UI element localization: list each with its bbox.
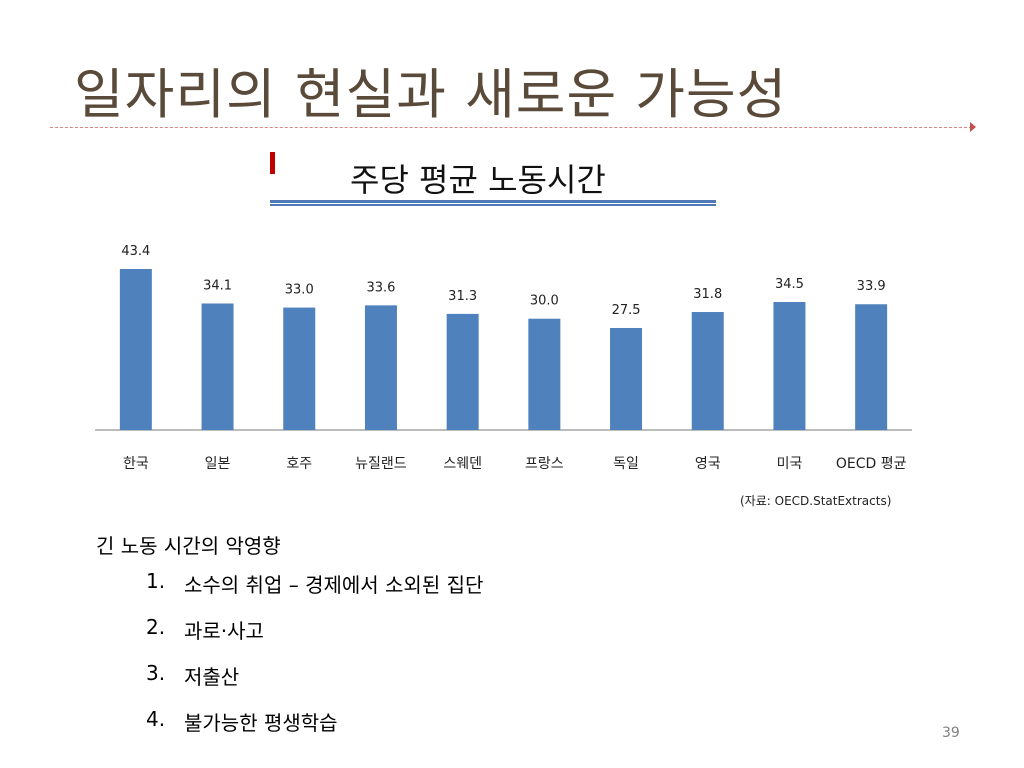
- bar: [610, 327, 643, 430]
- bar: [528, 318, 561, 430]
- list-item: 1. 소수의 취업 – 경제에서 소외된 집단: [96, 569, 483, 615]
- list-item-number: 1.: [146, 569, 166, 593]
- data-label: 34.5: [775, 277, 804, 292]
- x-tick-label: 호주: [286, 456, 312, 472]
- list-item-text: 과로·사고: [184, 619, 264, 643]
- data-label: 33.6: [366, 280, 395, 295]
- list-item-text: 저출산: [184, 665, 240, 689]
- x-tick-label: 프랑스: [525, 456, 564, 472]
- x-tick-label: 한국: [123, 456, 149, 472]
- bar: [446, 313, 479, 430]
- x-tick-label: OECD 평균: [836, 456, 907, 472]
- data-label: 30.0: [530, 294, 559, 309]
- x-tick-label: 스웨덴: [443, 456, 482, 472]
- bar: [283, 307, 316, 430]
- title-divider: [50, 127, 972, 128]
- chart-source: (자료: OECD.StatExtracts): [740, 494, 892, 508]
- list-item-text: 소수의 취업 – 경제에서 소외된 집단: [184, 573, 484, 597]
- x-tick-label: 독일: [613, 456, 639, 472]
- x-tick-label: 미국: [777, 456, 803, 472]
- bullet-heading: 긴 노동 시간의 악영향: [96, 534, 281, 558]
- data-label: 43.4: [121, 244, 150, 259]
- chart-title-underline: [270, 200, 716, 206]
- page-number: 39: [942, 725, 960, 741]
- bar: [691, 312, 724, 430]
- list-item-number: 3.: [146, 661, 166, 685]
- list-item-number: 2.: [146, 615, 166, 639]
- list-item-number: 4.: [146, 707, 166, 731]
- bar: [773, 302, 806, 430]
- list-item-text: 불가능한 평생학습: [184, 711, 338, 735]
- bullet-section: 긴 노동 시간의 악영향 1. 소수의 취업 – 경제에서 소외된 집단 2. …: [96, 530, 483, 753]
- list-item: 4. 불가능한 평생학습: [96, 707, 483, 753]
- data-label: 31.8: [693, 287, 722, 302]
- bar: [855, 304, 888, 430]
- chart-title-marker: [270, 152, 275, 174]
- data-label: 33.0: [285, 283, 314, 298]
- chart-title: 주당 평균 노동시간: [350, 161, 606, 199]
- bullet-list: 1. 소수의 취업 – 경제에서 소외된 집단 2. 과로·사고 3. 저출산 …: [96, 569, 483, 753]
- data-label: 27.5: [612, 303, 641, 318]
- divider-arrow-icon: [970, 122, 976, 132]
- x-tick-label: 뉴질랜드: [355, 456, 407, 472]
- bar: [364, 305, 397, 430]
- bar: [119, 269, 152, 430]
- list-item: 3. 저출산: [96, 661, 483, 707]
- data-label: 31.3: [448, 289, 477, 304]
- bar: [201, 303, 234, 430]
- x-tick-label: 일본: [205, 456, 231, 472]
- data-label: 34.1: [203, 279, 232, 294]
- data-label: 33.9: [857, 279, 886, 294]
- x-tick-label: 영국: [695, 456, 721, 472]
- slide-title: 일자리의 현실과 새로운 가능성: [74, 63, 788, 126]
- list-item: 2. 과로·사고: [96, 615, 483, 661]
